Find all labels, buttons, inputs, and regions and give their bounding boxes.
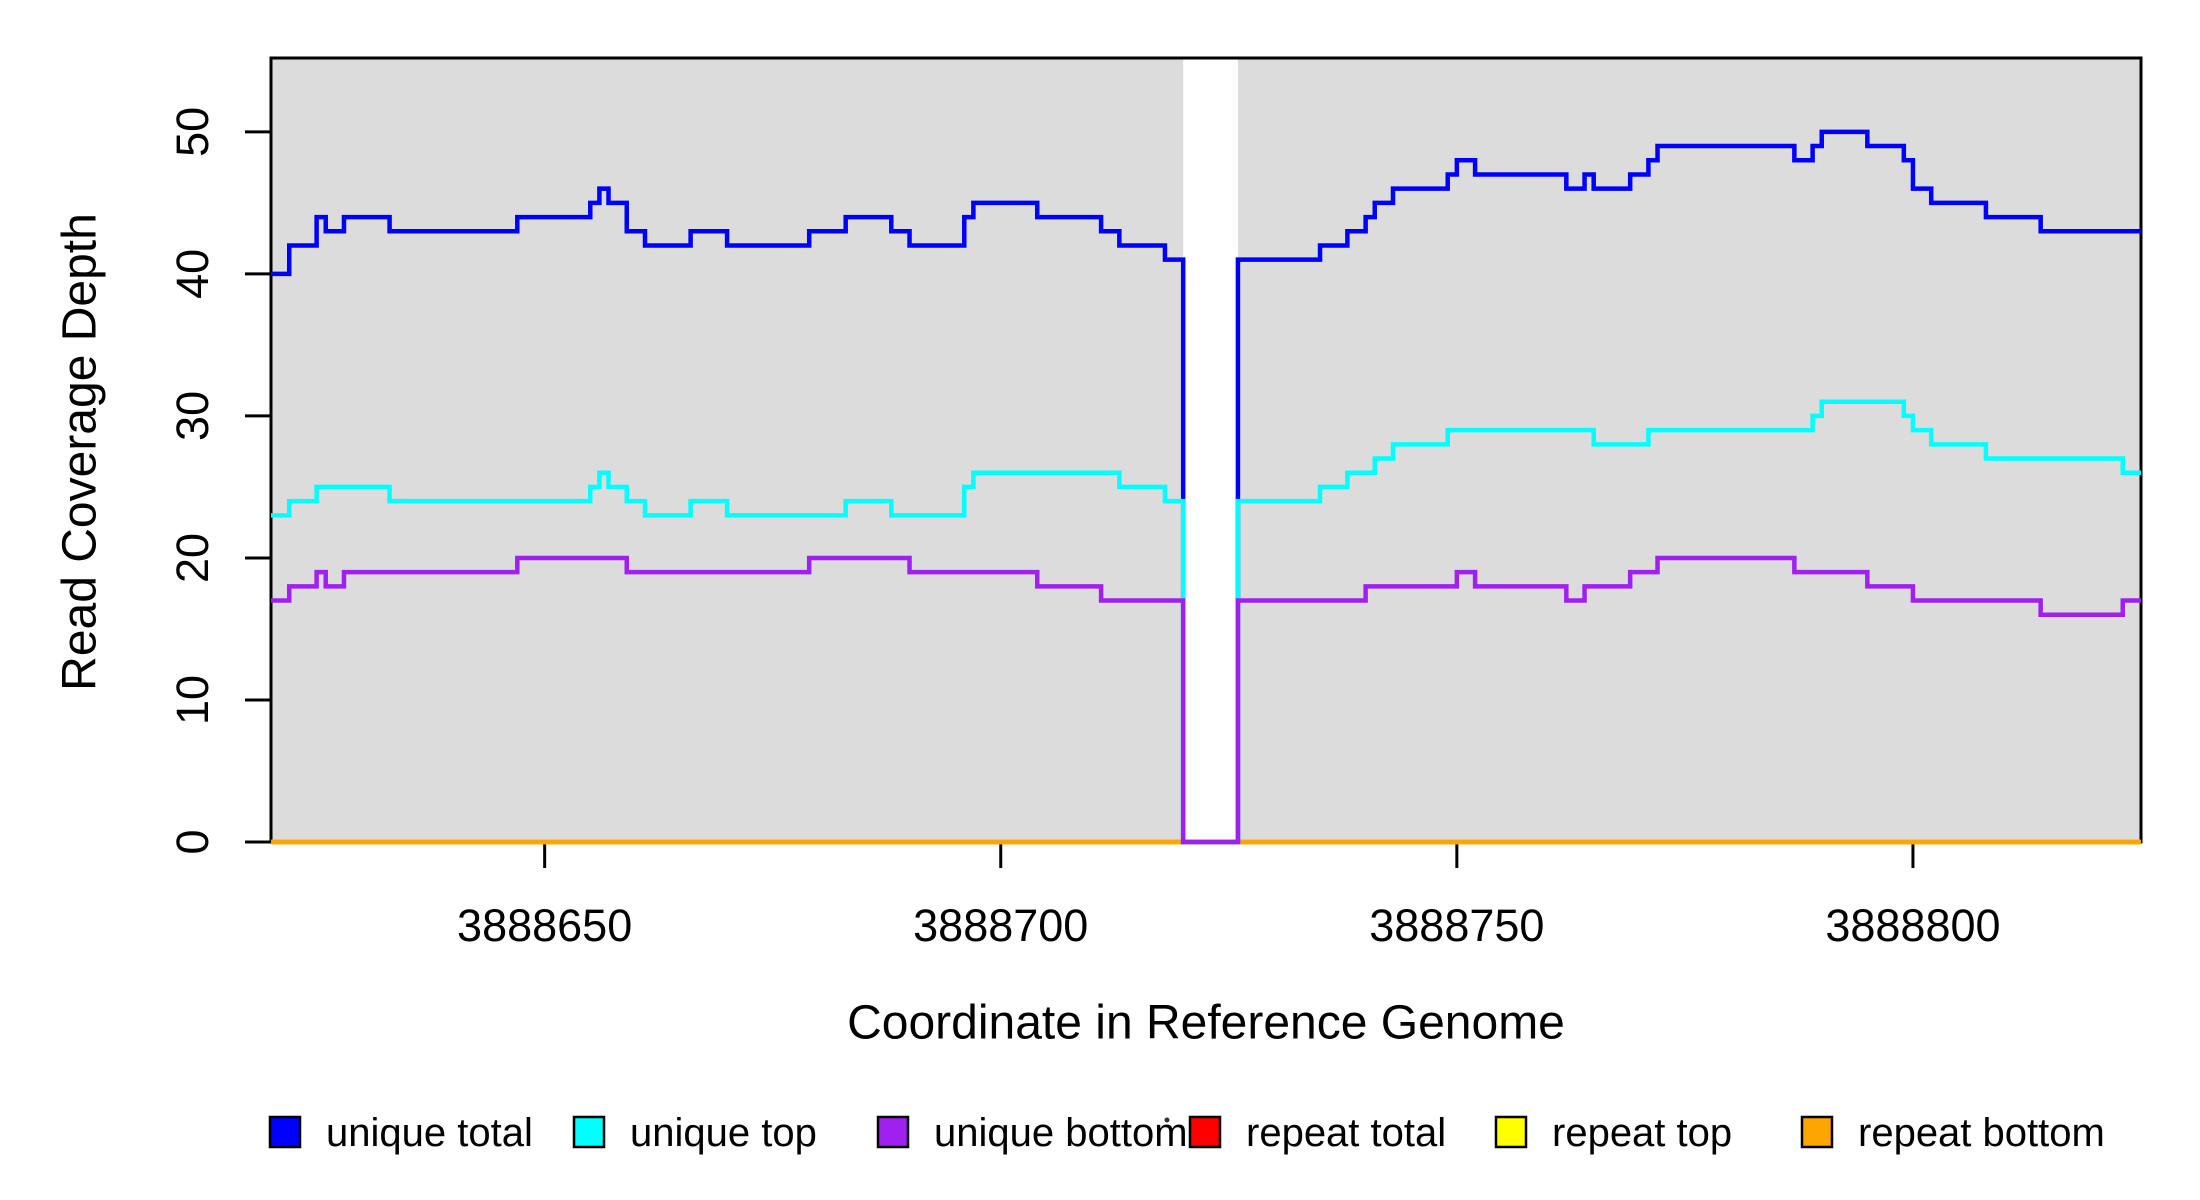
- x-axis-title: Coordinate in Reference Genome: [847, 996, 1565, 1050]
- legend-label-repeat-total: repeat total: [1246, 1111, 1446, 1155]
- stray-dot: [1164, 1117, 1170, 1123]
- legend-label-unique-bottom: unique bottom: [934, 1111, 1188, 1155]
- legend-label-unique-total: unique total: [326, 1111, 533, 1155]
- legend-label-repeat-bottom: repeat bottom: [1858, 1111, 2105, 1155]
- y-tick-label: 0: [167, 829, 218, 854]
- legend-label-unique-top: unique top: [630, 1111, 817, 1155]
- y-tick-label: 30: [167, 391, 218, 441]
- legend-label-repeat-top: repeat top: [1552, 1111, 1732, 1155]
- x-tick-label: 3888750: [1369, 900, 1544, 951]
- x-tick-label: 3888700: [913, 900, 1088, 951]
- legend-swatch-unique-total: [268, 1115, 302, 1149]
- y-tick-label: 20: [167, 533, 218, 583]
- legend-swatch-repeat-top: [1494, 1115, 1528, 1149]
- y-tick-label: 10: [167, 675, 218, 725]
- legend-swatch-unique-bottom: [876, 1115, 910, 1149]
- x-tick-label: 3888800: [1825, 900, 2000, 951]
- y-tick-label: 40: [167, 249, 218, 299]
- legend-swatch-repeat-total: [1188, 1115, 1222, 1149]
- y-tick-label: 50: [167, 107, 218, 157]
- panel-background-0: [271, 58, 1184, 842]
- legend-swatch-unique-top: [572, 1115, 606, 1149]
- x-tick-label: 3888650: [457, 900, 632, 951]
- legend-swatch-repeat-bottom: [1800, 1115, 1834, 1149]
- series-line-unique-bottom: [271, 555, 2141, 845]
- y-axis-title: Read Coverage Depth: [53, 213, 107, 691]
- series-line-unique-top: [271, 399, 2141, 845]
- panel-background-1: [1237, 58, 2141, 842]
